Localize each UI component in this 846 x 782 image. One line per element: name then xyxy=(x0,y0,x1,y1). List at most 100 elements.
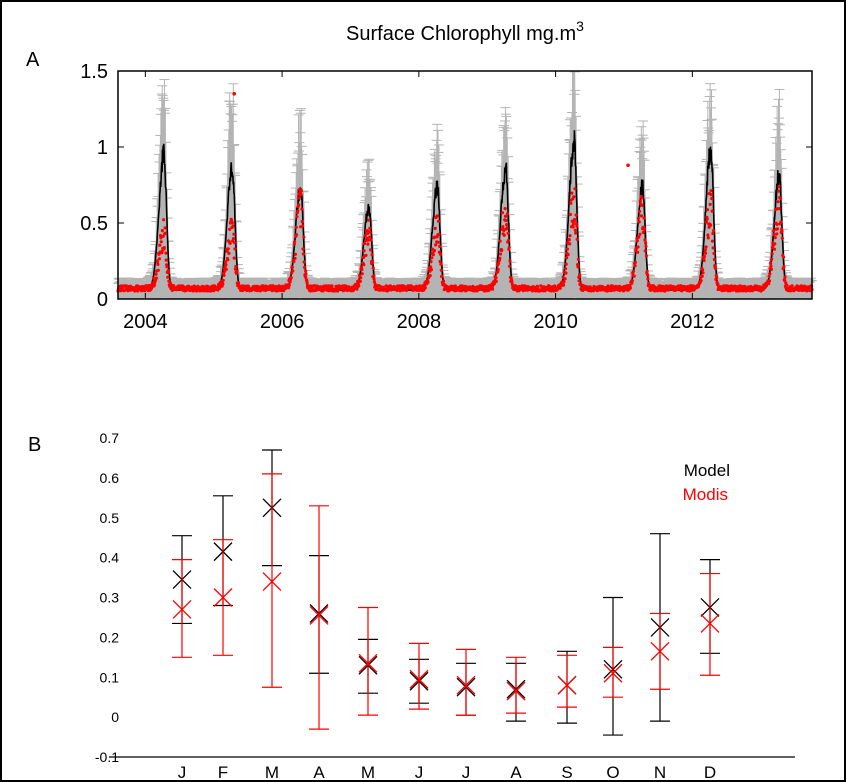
modis-point xyxy=(126,289,130,293)
modis-point xyxy=(706,233,710,237)
modis-point xyxy=(777,207,781,211)
modis-point xyxy=(494,279,498,284)
modis-point xyxy=(773,236,777,240)
modis-point xyxy=(154,276,158,280)
modis-point xyxy=(233,247,237,251)
y-tick-label: 0.7 xyxy=(100,430,120,446)
modis-point xyxy=(505,212,509,216)
panel-a: A Surface Chlorophyll mg.m3 0 0.5 1 1.5 2004… xyxy=(26,18,817,333)
modis-point xyxy=(633,260,638,264)
modis-point xyxy=(635,239,639,243)
modis-point xyxy=(294,233,299,237)
modis-point xyxy=(505,223,509,227)
x-tick-label: 2010 xyxy=(533,311,578,333)
month-label: D xyxy=(704,763,716,782)
modis-point xyxy=(642,227,647,231)
modis-point xyxy=(780,229,784,233)
modis-point xyxy=(292,259,296,264)
modis-point xyxy=(770,252,774,256)
modis-point xyxy=(568,242,572,246)
modis-point xyxy=(536,286,540,290)
panel-b: B -0.1 0 0.1 0.2 0.3 0.4 0.5 0.6 0.7 J F M A M J J A S O N D… xyxy=(28,430,795,782)
modis-point xyxy=(304,272,308,276)
modis-point xyxy=(372,274,376,278)
modis-point xyxy=(299,189,304,193)
modis-point xyxy=(775,232,779,236)
modis-point xyxy=(228,227,232,231)
modis-point xyxy=(297,203,301,207)
modis-point xyxy=(558,286,562,290)
modis-point xyxy=(301,252,305,256)
modis-point xyxy=(434,243,438,247)
modis-point xyxy=(636,245,640,249)
modis-point xyxy=(157,257,161,261)
modis-point xyxy=(708,202,712,206)
modis-point xyxy=(577,279,581,283)
modis-point xyxy=(360,272,364,276)
modis-point xyxy=(701,268,705,272)
y-tick-label: 0.4 xyxy=(100,550,120,566)
y-tick-label: 0 xyxy=(111,709,119,725)
modis-point xyxy=(224,267,228,271)
modis-point xyxy=(287,286,291,290)
modis-point xyxy=(369,238,373,242)
modis-point xyxy=(232,256,236,260)
modis-point xyxy=(438,244,442,248)
x-tick-label: 2006 xyxy=(260,311,305,333)
modis-point xyxy=(778,196,783,200)
modis-point xyxy=(231,224,235,228)
modis-point xyxy=(437,232,441,236)
modis-point xyxy=(710,209,714,213)
modis-point xyxy=(642,216,646,220)
modis-point xyxy=(699,279,703,283)
modis-point xyxy=(573,228,577,232)
modis-point xyxy=(289,276,293,280)
modis-point xyxy=(367,218,371,222)
modis-point xyxy=(500,211,504,215)
modis-marker xyxy=(172,600,192,619)
modis-point xyxy=(364,253,368,257)
modis-point xyxy=(701,271,705,275)
panel-b-axes: -0.1 0 0.1 0.2 0.3 0.4 0.5 0.6 0.7 J F M A M J J A S O N D xyxy=(95,430,795,782)
modis-point xyxy=(705,208,710,212)
modis-point xyxy=(165,265,169,269)
panel-a-modis-series xyxy=(116,92,814,293)
modis-point xyxy=(508,259,512,263)
modis-point xyxy=(572,195,576,199)
modis-point xyxy=(640,203,644,207)
modis-point xyxy=(440,274,444,278)
modis-point xyxy=(226,258,230,262)
modis-point xyxy=(159,240,163,244)
modis-point xyxy=(295,215,299,219)
modis-point xyxy=(711,231,715,236)
month-label: A xyxy=(313,763,325,782)
modis-point xyxy=(119,289,123,293)
modis-point xyxy=(293,256,297,260)
modis-point xyxy=(574,231,578,235)
modis-point xyxy=(429,260,433,264)
modis-point xyxy=(630,281,634,285)
modis-point xyxy=(154,272,158,276)
modis-point xyxy=(221,282,225,286)
modis-point xyxy=(301,224,305,228)
modis-point xyxy=(769,264,773,268)
modis-point xyxy=(302,260,306,264)
modis-point xyxy=(359,276,363,280)
modis-point xyxy=(362,249,366,253)
y-tick-label: 0.6 xyxy=(100,470,120,486)
modis-point xyxy=(368,226,372,230)
modis-point xyxy=(712,229,716,233)
modis-point xyxy=(564,262,568,266)
month-label: F xyxy=(218,763,228,782)
modis-point xyxy=(291,269,295,273)
modis-point xyxy=(294,225,298,229)
modis-point xyxy=(780,236,785,240)
modis-point xyxy=(644,254,649,258)
panel-a-frame xyxy=(117,70,813,300)
modis-point xyxy=(510,280,514,284)
modis-point xyxy=(571,222,576,226)
modis-point xyxy=(573,187,577,191)
modis-point xyxy=(704,220,709,224)
modis-point xyxy=(231,237,236,241)
modis-point xyxy=(441,279,446,283)
